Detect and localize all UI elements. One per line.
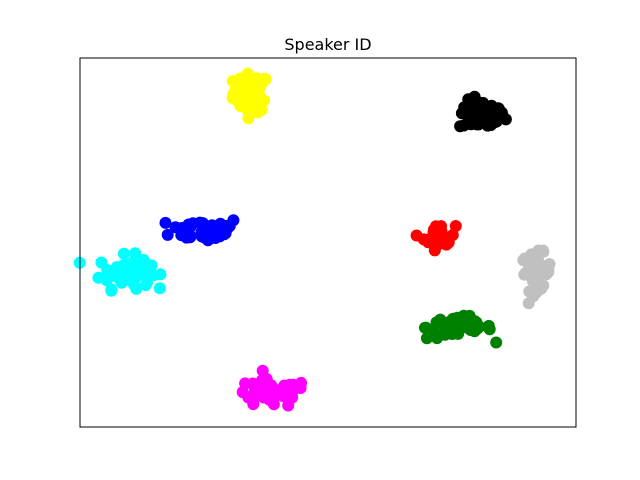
scatter-point xyxy=(92,271,105,284)
scatter-point xyxy=(251,84,264,96)
scatter-point xyxy=(255,374,268,387)
cluster-4 xyxy=(410,220,462,257)
scatter-point xyxy=(141,269,154,282)
scatter-point xyxy=(221,222,234,235)
scatter-point xyxy=(482,319,495,332)
cluster-5 xyxy=(517,244,556,310)
scatter-point xyxy=(128,272,141,285)
scatter-point xyxy=(252,93,265,106)
scatter-point xyxy=(490,336,503,349)
scatter-point xyxy=(430,316,443,329)
points-layer xyxy=(73,67,556,412)
scatter-point xyxy=(140,257,153,270)
scatter-point xyxy=(490,111,502,124)
cluster-2 xyxy=(159,214,240,247)
scatter-point xyxy=(209,232,222,244)
scatter-point xyxy=(238,78,251,91)
cluster-1 xyxy=(454,90,512,133)
scatter-point xyxy=(532,244,545,257)
scatter-point xyxy=(417,233,430,246)
scatter-point xyxy=(426,230,439,243)
scatter-point xyxy=(236,386,249,399)
scatter-point xyxy=(161,228,174,241)
scatter-point xyxy=(208,223,221,236)
scatter-point xyxy=(273,384,286,397)
scatter-point xyxy=(154,268,167,281)
scatter-point xyxy=(530,270,543,283)
scatter-point xyxy=(458,101,471,114)
scatter-point xyxy=(117,247,130,260)
scatter-point xyxy=(247,398,260,411)
scatter-point xyxy=(419,321,431,334)
scatter-point xyxy=(532,254,545,267)
scatter-point xyxy=(118,265,131,278)
axes-frame xyxy=(79,57,577,428)
scatter-point xyxy=(457,119,470,132)
scatter-point xyxy=(237,87,250,100)
scatter-point xyxy=(492,102,505,115)
scatter-point xyxy=(466,112,479,125)
scatter-point xyxy=(180,231,193,244)
scatter-point xyxy=(159,216,172,229)
scatter-point xyxy=(184,221,197,234)
scatter-point xyxy=(95,256,108,269)
cluster-7 xyxy=(236,364,308,412)
cluster-0 xyxy=(226,67,272,125)
scatter-point xyxy=(468,325,481,338)
scatter-point xyxy=(106,264,119,277)
scatter-point xyxy=(139,279,152,292)
scatter-point xyxy=(258,72,271,85)
scatter-point xyxy=(534,283,547,296)
scatter-point xyxy=(476,98,489,111)
scatter-point xyxy=(523,285,536,298)
cluster-6 xyxy=(419,309,503,349)
scatter-point xyxy=(129,247,142,260)
scatter-point xyxy=(105,284,118,297)
scatter-point xyxy=(153,282,166,295)
scatter-point xyxy=(245,101,257,114)
scatter-point xyxy=(436,233,449,246)
scatter-point xyxy=(518,268,531,281)
scatter-point xyxy=(169,221,182,234)
scatter-point xyxy=(458,320,471,333)
cluster-3 xyxy=(73,247,167,297)
scatter-point xyxy=(446,229,459,241)
scatter-point xyxy=(226,75,239,87)
scatter-point xyxy=(294,382,307,394)
chart-title: Speaker ID xyxy=(284,35,371,54)
